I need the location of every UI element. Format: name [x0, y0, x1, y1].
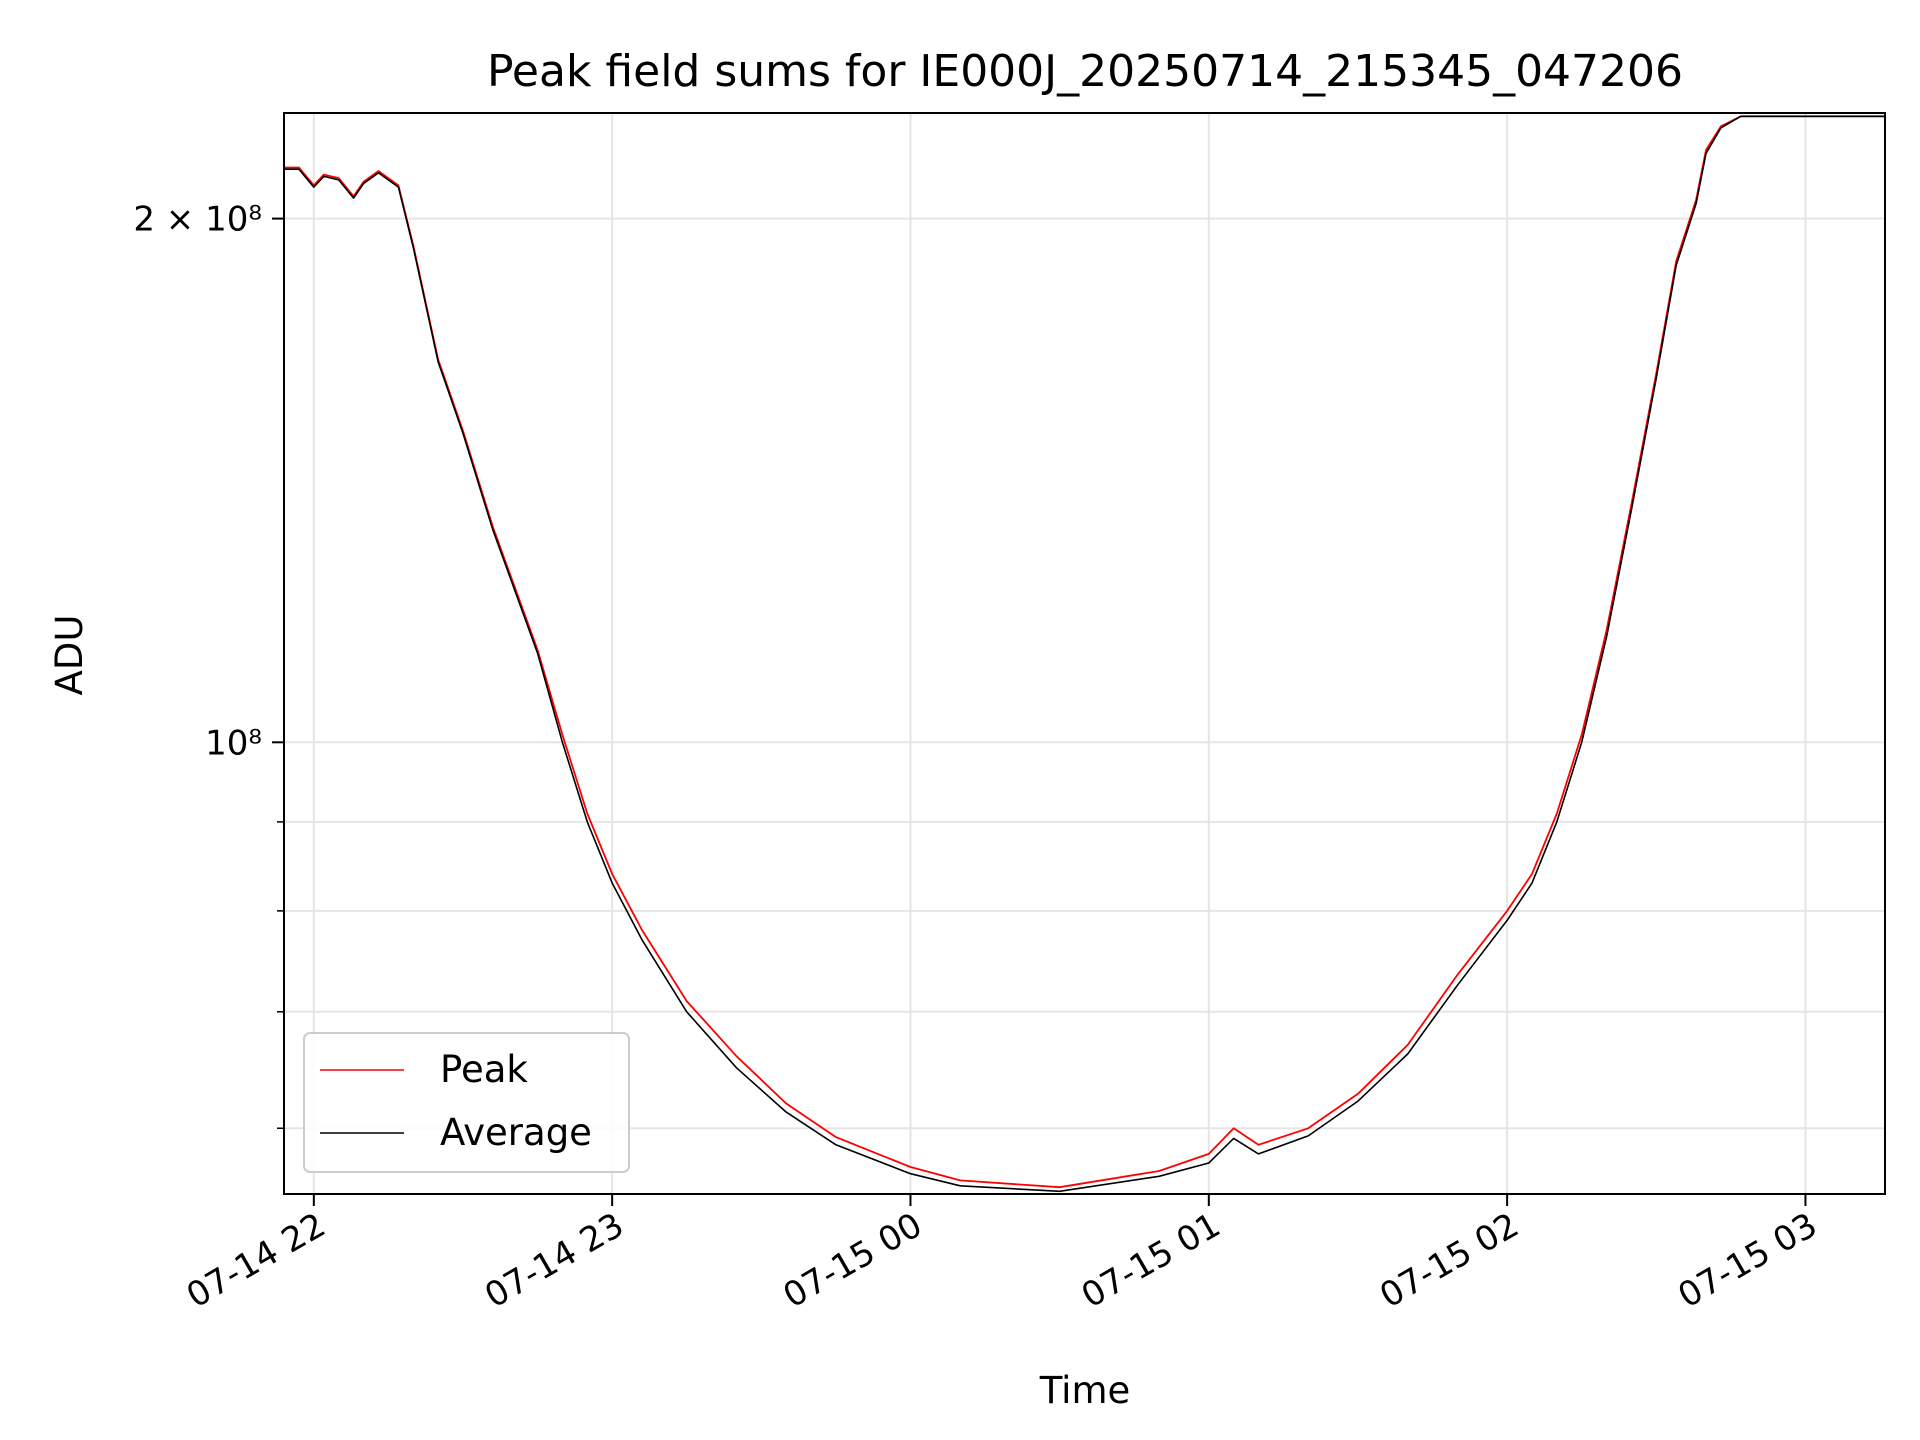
y-tick-label: 2 × 10⁸ [133, 200, 262, 240]
legend-label-average: Average [440, 1111, 592, 1154]
legend-box [303, 1032, 630, 1173]
series-lines [284, 115, 1885, 1193]
plot-area-frame [283, 112, 1886, 1195]
x-axis-label: Time [1039, 1369, 1131, 1412]
series-line-average [284, 115, 1885, 1193]
chart-title: Peak field sums for IE000J_20250714_2153… [487, 46, 1683, 97]
y-axis-label: ADU [48, 615, 91, 696]
y-tick-label: 10⁸ [205, 723, 262, 763]
legend-label-peak: Peak [440, 1048, 528, 1091]
series-line-peak [284, 115, 1885, 1189]
legend: Peak Average [303, 1032, 630, 1173]
